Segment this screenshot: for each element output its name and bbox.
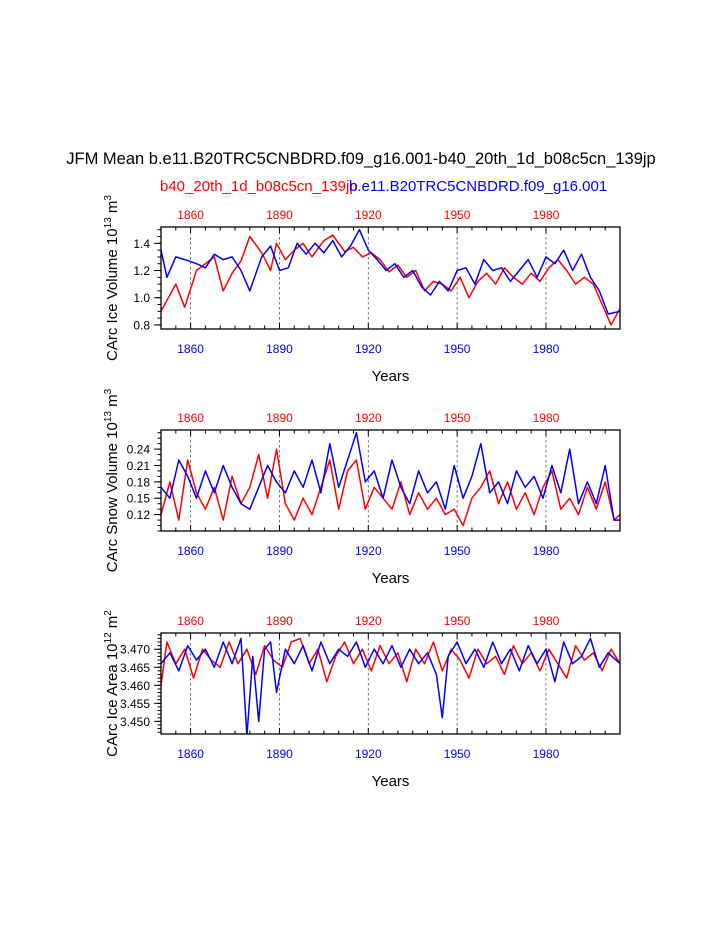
x-tick-label-top: 1920 <box>355 614 382 628</box>
x-tick-label-top: 1980 <box>533 411 560 425</box>
series-line-blue <box>161 228 620 315</box>
x-tick-label-top: 1890 <box>266 614 293 628</box>
y-axis-title: CArc Ice Area 1012 m2 <box>103 610 121 757</box>
x-tick-label-top: 1950 <box>444 614 471 628</box>
x-tick-label-top: 1950 <box>444 411 471 425</box>
x-tick-label-bottom: 1860 <box>177 747 204 761</box>
x-tick-label-bottom: 1860 <box>177 342 204 356</box>
panel-snow-volume: 1860 1860 1890 1890 1920 1920 1950 1950 1980 1980… <box>103 388 621 587</box>
x-tick-label-bottom: 1890 <box>266 544 293 558</box>
y-axis-title-part: 13 <box>103 411 114 423</box>
panel-ice-volume: 1860 1860 1890 1890 1920 1920 1950 1950 1980 1980… <box>103 195 621 385</box>
y-tick-label: 3.450 <box>120 715 150 729</box>
series-line-blue <box>161 637 620 734</box>
y-axis-title-part: CArc Ice Volume 10 <box>104 228 121 361</box>
x-axis-title: Years <box>372 773 410 790</box>
y-tick-label: 3.455 <box>120 697 150 711</box>
x-tick-label-top: 1980 <box>533 208 560 222</box>
y-tick-label: 0.24 <box>127 443 151 457</box>
y-tick-label: 0.12 <box>127 508 151 522</box>
x-tick-label-top: 1950 <box>444 208 471 222</box>
series-line-red <box>161 637 620 686</box>
y-axis-title-part: CArc Snow Volume 10 <box>104 422 121 572</box>
figure-title: JFM Mean b.e11.B20TRC5CNBDRD.f09_g16.001… <box>66 150 656 168</box>
x-tick-label-top: 1920 <box>355 411 382 425</box>
legend-case-blue: b.e11.B20TRC5CNBDRD.f09_g16.001 <box>349 178 607 195</box>
x-tick-label-bottom: 1980 <box>533 544 560 558</box>
y-axis-title-part: 12 <box>103 632 114 644</box>
x-tick-label-bottom: 1950 <box>444 747 471 761</box>
x-tick-label-top: 1890 <box>266 208 293 222</box>
series-line-red <box>161 448 620 527</box>
plot-frame <box>160 429 621 532</box>
x-tick-label-bottom: 1890 <box>266 747 293 761</box>
y-tick-label: 0.18 <box>127 475 151 489</box>
panel-ice-area: 1860 1860 1890 1890 1920 1920 1950 1950 1980 1980… <box>103 610 621 790</box>
x-tick-label-bottom: 1950 <box>444 342 471 356</box>
y-axis-title-part: 3 <box>103 388 114 394</box>
y-axis-title-part: 13 <box>103 217 114 229</box>
x-tick-label-top: 1920 <box>355 208 382 222</box>
legend-case-red: b40_20th_1d_b08c5cn_139jp <box>160 178 358 195</box>
x-tick-label-top: 1860 <box>177 208 204 222</box>
y-axis-title-part: 3 <box>103 195 114 201</box>
y-axis-title: CArc Ice Volume 1013 m3 <box>103 195 121 361</box>
x-axis-title: Years <box>372 570 410 587</box>
x-tick-label-bottom: 1920 <box>355 747 382 761</box>
y-axis-title: CArc Snow Volume 1013 m3 <box>103 388 121 572</box>
y-axis-title-part: m <box>104 394 121 411</box>
x-tick-label-bottom: 1920 <box>355 544 382 558</box>
y-axis-title-part: 2 <box>103 610 114 616</box>
x-tick-label-bottom: 1920 <box>355 342 382 356</box>
y-tick-label: 3.465 <box>120 661 150 675</box>
x-tick-label-bottom: 1950 <box>444 544 471 558</box>
x-tick-label-top: 1890 <box>266 411 293 425</box>
x-axis-title: Years <box>372 368 410 385</box>
series-line-red <box>161 234 620 326</box>
y-tick-label: 0.15 <box>127 492 151 506</box>
y-axis-title-part: m <box>104 201 121 218</box>
x-tick-label-bottom: 1890 <box>266 342 293 356</box>
series-line-blue <box>161 431 620 521</box>
y-tick-label: 1.0 <box>133 291 150 305</box>
plot-frame <box>160 632 621 735</box>
x-tick-label-top: 1860 <box>177 411 204 425</box>
y-axis-title-part: m <box>104 616 121 633</box>
x-tick-label-bottom: 1980 <box>533 747 560 761</box>
x-tick-label-bottom: 1860 <box>177 544 204 558</box>
y-tick-label: 1.2 <box>133 264 150 278</box>
y-tick-label: 0.8 <box>133 318 150 332</box>
y-tick-label: 3.460 <box>120 679 150 693</box>
x-tick-label-top: 1860 <box>177 614 204 628</box>
y-axis-title-part: CArc Ice Area 10 <box>104 643 121 756</box>
plot-frame <box>160 226 621 330</box>
x-tick-label-bottom: 1980 <box>533 342 560 356</box>
x-tick-label-top: 1980 <box>533 614 560 628</box>
y-tick-label: 1.4 <box>133 237 150 251</box>
y-tick-label: 0.21 <box>127 459 151 473</box>
y-tick-label: 3.470 <box>120 643 150 657</box>
